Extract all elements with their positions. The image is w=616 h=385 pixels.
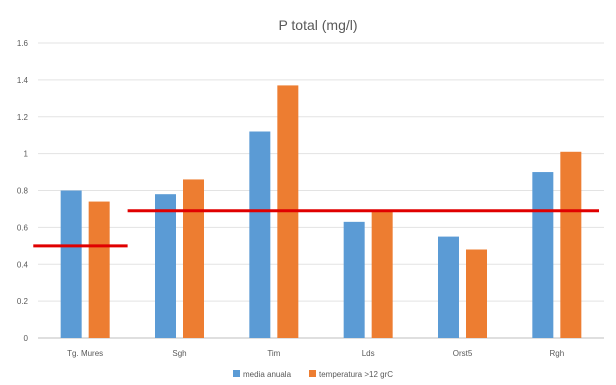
bar-media-anuala [155,194,176,338]
y-axis-ticks: 0 0.2 0.4 0.6 0.8 1 1.2 1.4 1.6 [17,39,29,343]
legend-label: temperatura >12 grC [319,370,393,379]
y-tick-label: 1.6 [17,39,29,48]
y-tick-label: 0.6 [17,223,29,232]
y-tick-label: 1.4 [17,76,29,85]
legend-label: media anuala [243,370,292,379]
y-tick-label: 0 [24,334,29,343]
bar-temperatura [560,151,582,338]
x-tick-label: Tg. Mures [67,349,103,358]
x-tick-label: Sgh [172,349,186,358]
bar-media-anuala [249,131,271,338]
bar-media-anuala [438,236,459,338]
y-tick-label: 1 [24,150,29,159]
y-tick-label: 1.2 [17,113,29,122]
y-tick-label: 0.8 [17,187,29,196]
grid [38,42,604,339]
x-tick-label: Lds [362,349,375,358]
bar-media-anuala [343,221,365,338]
x-tick-label: Orst5 [453,349,473,358]
y-tick-label: 0.4 [17,260,29,269]
bar-temperatura [88,201,110,338]
reference-lines [33,209,599,248]
legend: media anuala temperatura >12 grC [233,370,393,379]
legend-swatch [309,370,316,377]
y-tick-label: 0.2 [17,297,29,306]
bar-temperatura [466,249,487,338]
bar-temperatura [371,210,393,338]
bar-media-anuala [60,190,82,338]
chart-title: P total (mg/l) [278,17,357,33]
bar-media-anuala [532,172,554,338]
legend-swatch [233,370,240,377]
x-tick-label: Rgh [549,349,564,358]
x-tick-label: Tim [267,349,280,358]
bar-temperatura [183,179,204,338]
x-axis-ticks: Tg. Mures Sgh Tim Lds Orst5 Rgh [67,349,564,358]
